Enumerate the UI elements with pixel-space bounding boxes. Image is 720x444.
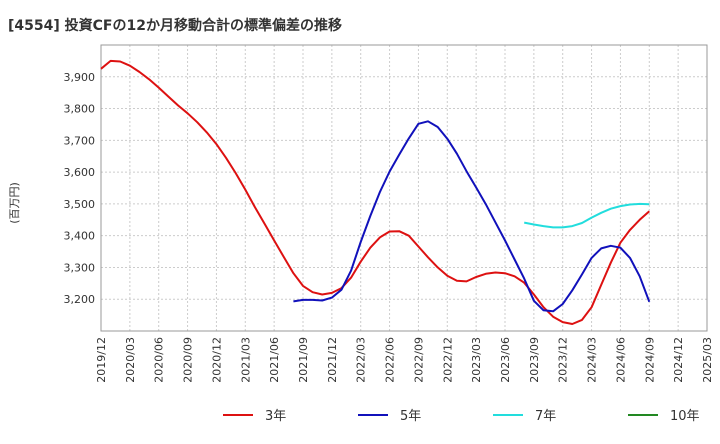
series-line-3年 [100,59,650,325]
x-tick-label: 2021/09 [297,337,310,383]
x-tick-label: 2021/03 [239,337,252,383]
x-tick-label: 2023/06 [499,337,512,383]
legend-label: 5年 [400,409,421,424]
y-tick-label: 3,500 [64,198,96,211]
y-tick-label: 3,400 [64,230,96,243]
series-line-7年 [524,202,650,229]
grid-lines [100,45,708,331]
x-tick-label: 2025/03 [701,337,714,383]
series-lines [100,59,651,325]
plot-frame [100,44,708,332]
x-tick-labels: 2019/12 2020/03 2020/06 2020/09 2020/12 2021/… [95,337,714,383]
x-tick-label: 2024/09 [643,337,656,383]
y-tick-label: 3,700 [64,134,96,147]
legend-label: 7年 [535,409,556,424]
y-axis-label: (百万円) [8,182,21,224]
x-tick-label: 2024/06 [614,337,627,383]
x-tick-label: 2020/03 [124,337,137,383]
x-tick-label: 2020/12 [210,337,223,383]
legend-label: 3年 [265,409,286,424]
x-tick-label: 2022/06 [384,337,397,383]
x-tick-label: 2022/03 [355,337,368,383]
x-tick-label: 2020/09 [182,337,195,383]
x-tick-label: 2019/12 [95,337,108,383]
x-tick-label: 2022/12 [441,337,454,383]
x-tick-label: 2020/06 [153,337,166,383]
series-line-5年 [293,120,651,313]
legend-label: 10年 [670,409,700,424]
x-tick-label: 2023/09 [528,337,541,383]
y-tick-label: 3,200 [64,293,96,306]
x-tick-label: 2021/06 [268,337,281,383]
x-tick-label: 2021/12 [326,337,339,383]
y-tick-label: 3,800 [64,103,96,116]
x-tick-label: 2024/03 [586,337,599,383]
y-tick-label: 3,300 [64,261,96,274]
axes [100,44,708,332]
chart-title: [4554] 投資CFの12か月移動合計の標準偏差の推移 [8,17,342,34]
x-tick-label: 2024/12 [672,337,685,383]
x-tick-label: 2023/12 [557,337,570,383]
y-tick-label: 3,600 [64,166,96,179]
x-tick-label: 2022/09 [412,337,425,383]
x-tick-label: 2023/03 [470,337,483,383]
y-tick-labels: 3,200 3,300 3,400 3,500 3,600 3,700 3,800 3,900 [64,71,96,306]
y-tick-label: 3,900 [64,71,96,84]
legend: 3年 5年 7年 10年 [223,409,700,424]
